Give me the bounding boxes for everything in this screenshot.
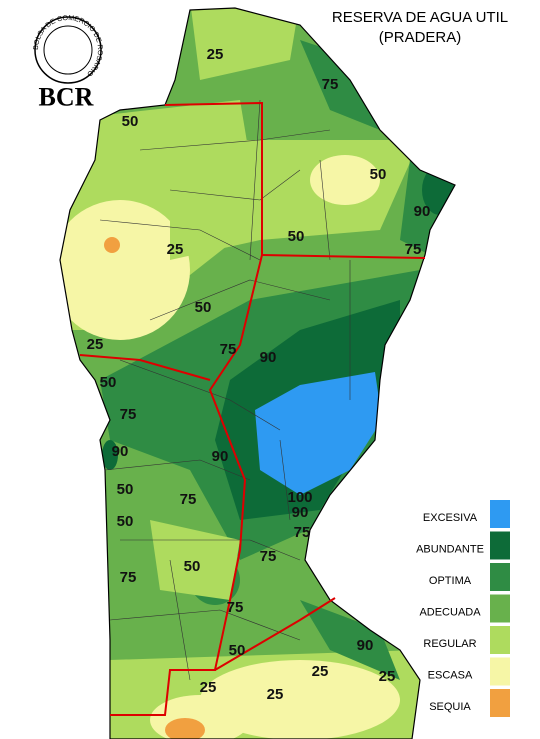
contour-label: 100 (287, 489, 312, 506)
contour-label: 75 (180, 491, 197, 508)
province-borders (79, 101, 426, 716)
contour-label: 50 (100, 374, 117, 391)
contour-label: 50 (117, 513, 134, 530)
contour-label: 90 (260, 349, 277, 366)
contour-label: 50 (117, 481, 134, 498)
contour-label: 25 (167, 241, 184, 258)
logo: BOLSA DE COMERCIO DE ROSARIO BCR (33, 15, 103, 112)
logo-text: BCR (39, 82, 94, 111)
contour-label: 75 (120, 406, 137, 423)
contour-label: 90 (212, 448, 229, 465)
legend-swatch (490, 563, 510, 591)
legend-swatch (490, 594, 510, 623)
legend-swatch (490, 657, 510, 686)
contour-label: 25 (379, 668, 396, 685)
contour-label: 25 (312, 663, 329, 680)
legend-label: ADECUADA (419, 606, 481, 618)
contour-label: 75 (260, 548, 277, 565)
legend-swatch (490, 689, 510, 717)
logo-ring: BOLSA DE COMERCIO DE ROSARIO (33, 15, 103, 78)
contour-label: 75 (405, 241, 422, 258)
contour-label: 50 (122, 113, 139, 130)
legend-label: OPTIMA (429, 575, 472, 587)
logo-ring-text: BOLSA DE COMERCIO DE ROSARIO (33, 15, 103, 78)
legend-label: EXCESIVA (423, 512, 478, 524)
contour-label: 50 (184, 558, 201, 575)
department-borders (99, 99, 351, 681)
contour-label: 75 (294, 524, 311, 541)
legend-label: ABUNDANTE (416, 543, 484, 555)
contour-label: 90 (414, 203, 431, 220)
contour-label: 50 (288, 228, 305, 245)
contour-label: 50 (370, 166, 387, 183)
contour-label: 75 (227, 599, 244, 616)
legend-label: ESCASA (428, 669, 473, 681)
subtitle: (PRADERA) (379, 29, 462, 46)
legend-label: REGULAR (423, 638, 476, 650)
contour-label: 90 (292, 504, 309, 521)
legend-swatch (490, 626, 510, 654)
legend-swatch (490, 500, 510, 528)
contour-label: 25 (87, 336, 104, 353)
contour-label: 75 (322, 76, 339, 93)
contour-label: 25 (200, 679, 217, 696)
contour-label: 75 (220, 341, 237, 358)
contour-label: 25 (267, 686, 284, 703)
title: RESERVA DE AGUA UTIL (332, 9, 508, 26)
contour-label: 75 (120, 569, 137, 586)
legend: EXCESIVA ABUNDANTE OPTIMA ADECUADA REGULAR ES… (416, 500, 510, 717)
contour-label: 90 (112, 443, 129, 460)
contour-label: 25 (207, 46, 224, 63)
legend-label: SEQUIA (429, 701, 471, 713)
contour-label: 50 (229, 642, 246, 659)
contour-label: 90 (357, 637, 374, 654)
contour-label: 50 (195, 299, 212, 316)
legend-swatch (490, 531, 510, 560)
